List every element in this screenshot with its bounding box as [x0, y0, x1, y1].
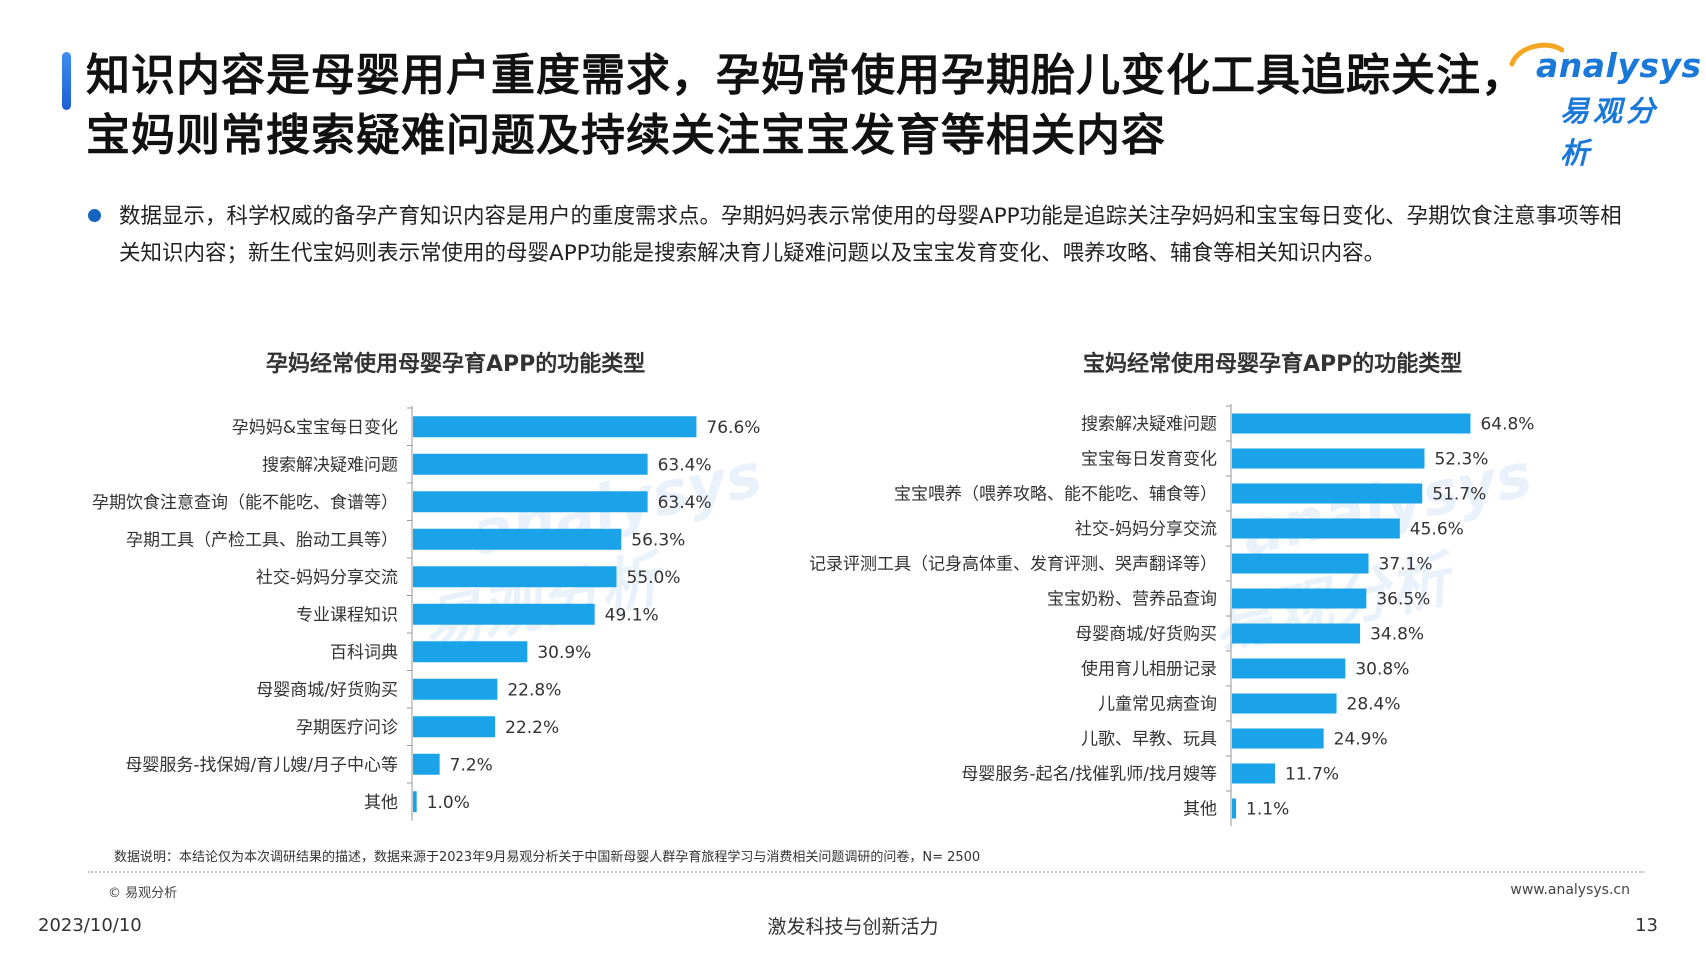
mom-category-label: 宝宝喂养（喂养攻略、能不能吃、辅食等） [894, 485, 1217, 505]
mom-category-label: 母婴服务-起名/找催乳师/找月嫂等 [961, 765, 1217, 785]
pregnant-category-label: 百科词典 [330, 643, 398, 663]
title-accent-bar [62, 52, 71, 110]
mom-bar [1232, 448, 1425, 469]
pregnant-bar [413, 453, 648, 475]
mom-bar [1232, 588, 1367, 609]
mom-value-label: 52.3% [1434, 450, 1488, 470]
pregnant-bar [413, 491, 648, 513]
pregnant-category-label: 搜索解决疑难问题 [262, 455, 398, 475]
mom-bar [1232, 518, 1400, 539]
mom-bar [1232, 483, 1423, 504]
logo-cn-name: 易观分析 [1560, 94, 1660, 170]
pregnant-value-label: 55.0% [627, 568, 681, 588]
pregnant-bar [413, 603, 595, 625]
mom-bar [1232, 658, 1346, 679]
mom-category-label: 宝宝奶粉、营养品查询 [1047, 590, 1217, 610]
analysys-logo: analysys 易观分析 [1508, 36, 1701, 170]
pregnant-value-label: 1.0% [427, 793, 470, 813]
pregnant-bar [413, 753, 440, 775]
pregnant-bar [413, 641, 528, 663]
mom-category-label: 宝宝每日发育变化 [1081, 450, 1217, 470]
pregnant-value-label: 7.2% [450, 755, 493, 775]
pregnant-category-label: 孕妈妈&宝宝每日变化 [232, 418, 398, 438]
pregnant-category-label: 孕期饮食注意查询（能不能吃、食谱等） [92, 493, 398, 513]
pregnant-value-label: 63.4% [658, 493, 712, 513]
mom-bar [1232, 413, 1471, 434]
mom-value-label: 51.7% [1432, 485, 1486, 505]
mom-category-label: 记录评测工具（记身高体重、发育评测、哭声翻译等） [809, 555, 1217, 575]
pregnant-value-label: 22.8% [507, 680, 561, 700]
pregnant-value-label: 30.9% [537, 643, 591, 663]
data-note: 数据说明：本结论仅为本次调研结果的描述，数据来源于2023年9月易观分析关于中国… [114, 850, 981, 865]
pregnant-bar [413, 416, 697, 438]
mom-category-label: 社交-妈妈分享交流 [1075, 520, 1217, 540]
pregnant-category-label: 孕期工具（产检工具、胎动工具等） [126, 530, 398, 550]
pregnant-bar [413, 528, 622, 550]
page-title: 知识内容是母婴用户重度需求，孕妈常使用孕期胎儿变化工具追踪关注，宝妈则常搜索疑难… [86, 50, 1526, 161]
mom-value-label: 36.5% [1376, 590, 1430, 610]
logo-swoosh-icon [1509, 42, 1564, 67]
pregnant-value-label: 56.3% [631, 530, 685, 550]
mom-value-label: 30.8% [1355, 660, 1409, 680]
mom-category-label: 其他 [1183, 800, 1217, 820]
bullet-dot [88, 209, 101, 222]
mom-category-label: 儿童常见病查询 [1098, 695, 1217, 715]
chart-title-mom: 宝妈经常使用母婴孕育APP的功能类型 [1083, 352, 1463, 377]
pregnant-category-label: 母婴商城/好货购买 [256, 680, 398, 700]
pregnant-bar [413, 566, 617, 588]
mom-value-label: 11.7% [1285, 765, 1339, 785]
mom-value-label: 64.8% [1480, 415, 1534, 435]
summary-text: 数据显示，科学权威的备孕产育知识内容是用户的重度需求点。孕期妈妈表示常使用的母婴… [119, 204, 1622, 266]
mom-category-label: 儿歌、早教、玩具 [1081, 730, 1217, 750]
pregnant-value-label: 76.6% [706, 418, 760, 438]
mom-bar [1232, 728, 1324, 749]
mom-category-label: 搜索解决疑难问题 [1081, 415, 1217, 435]
pregnant-value-label: 22.2% [505, 718, 559, 738]
mom-value-label: 37.1% [1379, 555, 1433, 575]
pregnant-category-label: 孕期医疗问诊 [296, 718, 398, 738]
chart-title-pregnant: 孕妈经常使用母婴孕育APP的功能类型 [266, 352, 646, 377]
mom-bar [1232, 553, 1369, 574]
copyright-text: © 易观分析 [108, 886, 178, 901]
footer-slogan: 激发科技与创新活力 [767, 916, 939, 938]
pregnant-bar [413, 678, 498, 700]
mom-bar [1232, 763, 1276, 784]
footer-divider [88, 871, 1644, 873]
mom-value-label: 45.6% [1410, 520, 1464, 540]
mom-value-label: 34.8% [1370, 625, 1424, 645]
pregnant-category-label: 母婴服务-找保姆/育儿嫂/月子中心等 [125, 755, 398, 775]
mom-bar [1232, 623, 1361, 644]
mom-category-label: 母婴商城/好货购买 [1075, 625, 1217, 645]
mom-bar [1232, 693, 1337, 714]
logo-wordmark: analysys [1536, 46, 1702, 85]
report-date: 2023/10/10 [38, 915, 142, 936]
page-number: 13 [1635, 915, 1658, 936]
pregnant-value-label: 49.1% [605, 605, 659, 625]
pregnant-bar [413, 791, 417, 813]
pregnant-category-label: 其他 [364, 793, 398, 813]
pregnant-bar [413, 716, 496, 738]
mom-value-label: 24.9% [1334, 730, 1388, 750]
pregnant-category-label: 社交-妈妈分享交流 [256, 568, 398, 588]
mom-bar [1232, 798, 1237, 819]
pregnant-value-label: 63.4% [658, 455, 712, 475]
mom-value-label: 1.1% [1246, 800, 1289, 820]
mom-category-label: 使用育儿相册记录 [1081, 659, 1217, 680]
website-link[interactable]: www.analysys.cn [1510, 882, 1630, 898]
mom-value-label: 28.4% [1347, 695, 1401, 715]
pregnant-category-label: 专业课程知识 [296, 605, 398, 625]
